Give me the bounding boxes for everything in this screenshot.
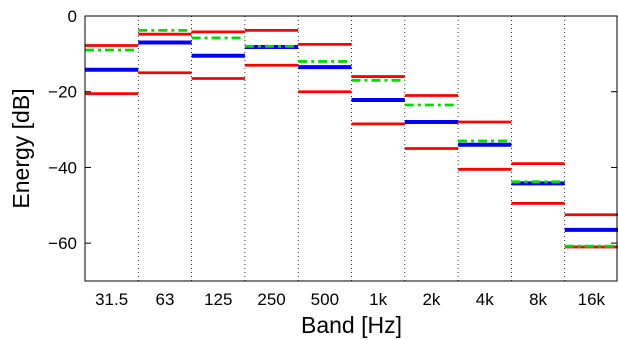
x-axis-ticks: 31.5 63 125 250 500 1k 2k 4k 8k 16k (95, 290, 605, 309)
series-3 (85, 28, 618, 248)
x-tick-label-16k: 16k (578, 290, 606, 309)
x-tick-label-125: 125 (204, 290, 232, 309)
x-tick-label-2k: 2k (422, 290, 440, 309)
x-tick-label-8k: 8k (529, 290, 547, 309)
x-tick-label-500: 500 (311, 290, 339, 309)
x-tick-label-250: 250 (257, 290, 285, 309)
series-layer (85, 28, 618, 249)
x-tick-label-4k: 4k (476, 290, 494, 309)
y-tick-label: −20 (48, 83, 77, 102)
y-tick-label: −40 (48, 158, 77, 177)
y-tick-label: −60 (48, 234, 77, 253)
series-0 (85, 28, 618, 217)
x-axis-title: Band [Hz] (301, 312, 402, 338)
x-tick-label-31.5: 31.5 (95, 290, 128, 309)
y-axis-title: Energy [dB] (8, 88, 34, 208)
y-tick-label: 0 (68, 7, 77, 26)
x-tick-label-63: 63 (155, 290, 174, 309)
x-tick-label-1k: 1k (369, 290, 387, 309)
y-axis-ticks: 0 −20 −40 −60 (48, 7, 617, 253)
plot-frame (84, 15, 618, 282)
